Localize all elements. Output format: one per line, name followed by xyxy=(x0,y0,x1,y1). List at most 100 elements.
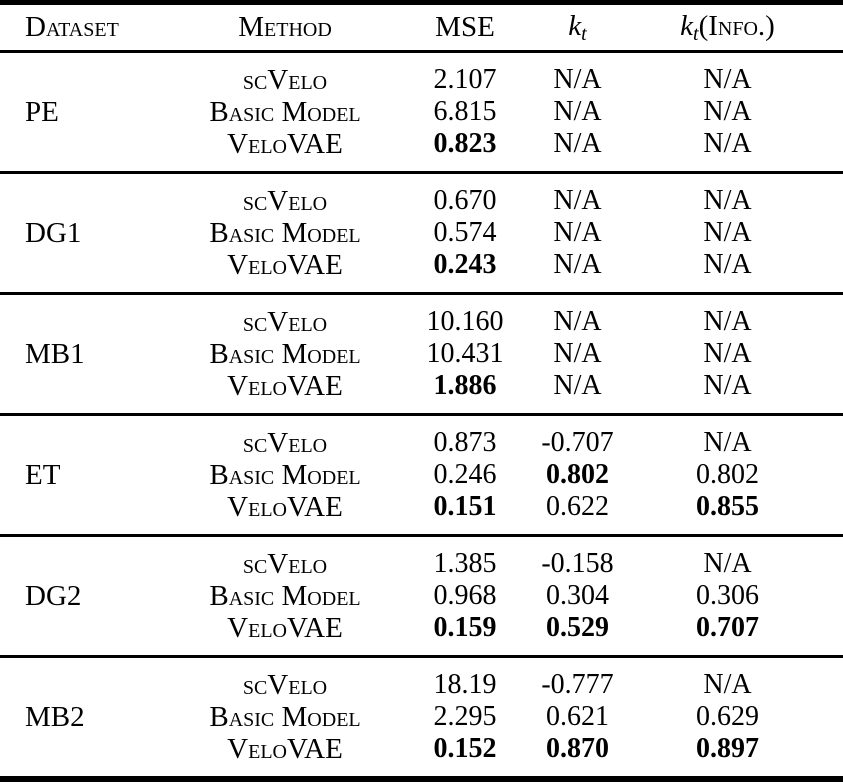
method-cell: Basic Model xyxy=(209,96,361,128)
table-row: MB2 scVelo 18.19 -0.777 N/A xyxy=(0,655,843,779)
mse-cell: 0.151 xyxy=(433,491,497,522)
table-row: DG1 scVelo 0.670 N/A N/A xyxy=(0,171,843,294)
kt-info-cell: N/A xyxy=(703,338,752,369)
table-row: VeloVAE 0.152 0.870 0.897 xyxy=(0,733,843,779)
section-pe: PE scVelo 2.107 N/A N/A Basic Model 6.81… xyxy=(0,50,843,173)
spacer xyxy=(820,171,843,294)
kt-cell: 0.304 xyxy=(546,580,609,611)
mse-cell: 10.160 xyxy=(410,292,520,338)
kt-info-cell: 0.897 xyxy=(696,733,759,764)
method-cell: Basic Model xyxy=(209,580,361,612)
table-row: VeloVAE 0.159 0.529 0.707 xyxy=(0,612,843,657)
table-row: VeloVAE 0.151 0.622 0.855 xyxy=(0,491,843,536)
table-header: Dataset Method MSE kt kt(Info.) xyxy=(0,2,843,53)
kt-info-cell: N/A xyxy=(703,249,752,280)
kt-info-cell: 0.855 xyxy=(696,491,759,522)
kt-info-suffix: (Info.) xyxy=(698,9,775,42)
kt-cell: 0.621 xyxy=(546,701,609,732)
header-dataset: Dataset xyxy=(0,2,160,53)
table-row: MB1 scVelo 10.160 N/A N/A xyxy=(0,292,843,415)
kt-info-cell: N/A xyxy=(703,370,752,401)
method-cell: scVelo xyxy=(160,292,410,338)
kt-info-cell: N/A xyxy=(703,128,752,159)
kt-info-symbol: k xyxy=(680,9,694,42)
kt-info-subscript: t xyxy=(693,22,699,45)
dataset-cell: MB2 xyxy=(0,655,160,779)
kt-cell: 0.529 xyxy=(546,612,609,643)
kt-cell: N/A xyxy=(553,128,602,159)
kt-info-cell: N/A xyxy=(635,292,820,338)
table-row: DG2 scVelo 1.385 -0.158 N/A xyxy=(0,534,843,657)
mse-cell: 0.246 xyxy=(433,459,497,490)
kt-cell: N/A xyxy=(553,96,602,127)
mse-cell: 0.574 xyxy=(433,217,497,248)
kt-subscript: t xyxy=(581,22,587,45)
header-kt: kt xyxy=(520,2,635,53)
kt-info-cell: 0.306 xyxy=(696,580,759,611)
method-cell: VeloVAE xyxy=(227,733,343,765)
header-method: Method xyxy=(160,2,410,53)
kt-info-cell: 0.802 xyxy=(696,459,759,490)
spacer xyxy=(820,50,843,173)
kt-info-cell: N/A xyxy=(703,217,752,248)
method-cell: VeloVAE xyxy=(227,249,343,281)
dataset-cell: MB1 xyxy=(0,292,160,415)
kt-info-cell: N/A xyxy=(635,534,820,580)
mse-cell: 0.823 xyxy=(433,128,497,159)
kt-cell: 0.802 xyxy=(546,459,609,490)
kt-cell: -0.707 xyxy=(520,413,635,459)
kt-info-cell: N/A xyxy=(635,50,820,96)
table-row: VeloVAE 0.243 N/A N/A xyxy=(0,249,843,294)
method-cell: VeloVAE xyxy=(227,370,343,402)
mse-cell: 6.815 xyxy=(433,96,497,127)
method-cell: Basic Model xyxy=(209,459,361,491)
header-mse: MSE xyxy=(410,2,520,53)
table-row: VeloVAE 0.823 N/A N/A xyxy=(0,128,843,173)
kt-cell: -0.777 xyxy=(520,655,635,701)
kt-cell: -0.158 xyxy=(520,534,635,580)
method-cell: Basic Model xyxy=(209,338,361,370)
kt-info-cell: 0.707 xyxy=(696,612,759,643)
table-row: VeloVAE 1.886 N/A N/A xyxy=(0,370,843,415)
mse-cell: 2.295 xyxy=(433,701,497,732)
spacer xyxy=(820,292,843,415)
method-cell: VeloVAE xyxy=(227,491,343,523)
mse-cell: 2.107 xyxy=(410,50,520,96)
kt-cell: N/A xyxy=(553,217,602,248)
section-mb1: MB1 scVelo 10.160 N/A N/A Basic Model 10… xyxy=(0,292,843,415)
method-cell: VeloVAE xyxy=(227,128,343,160)
table-row: Basic Model 6.815 N/A N/A xyxy=(0,96,843,128)
table-row: Basic Model 2.295 0.621 0.629 xyxy=(0,701,843,733)
mse-cell: 0.873 xyxy=(410,413,520,459)
table-row: PE scVelo 2.107 N/A N/A xyxy=(0,50,843,173)
kt-cell: 0.622 xyxy=(546,491,609,522)
kt-cell: N/A xyxy=(520,292,635,338)
kt-info-cell: 0.629 xyxy=(696,701,759,732)
kt-cell: N/A xyxy=(553,249,602,280)
method-cell: Basic Model xyxy=(209,217,361,249)
kt-symbol: k xyxy=(568,9,582,42)
kt-info-cell: N/A xyxy=(635,171,820,217)
dataset-cell: PE xyxy=(0,50,160,173)
section-dg1: DG1 scVelo 0.670 N/A N/A Basic Model 0.5… xyxy=(0,171,843,294)
kt-info-cell: N/A xyxy=(635,655,820,701)
method-cell: scVelo xyxy=(160,171,410,217)
section-et: ET scVelo 0.873 -0.707 N/A Basic Model 0… xyxy=(0,413,843,536)
method-cell: scVelo xyxy=(160,655,410,701)
kt-info-cell: N/A xyxy=(703,96,752,127)
method-cell: scVelo xyxy=(160,413,410,459)
spacer xyxy=(820,413,843,536)
header-spacer xyxy=(820,2,843,53)
kt-cell: N/A xyxy=(520,171,635,217)
method-cell: Basic Model xyxy=(209,701,361,733)
section-mb2: MB2 scVelo 18.19 -0.777 N/A Basic Model … xyxy=(0,655,843,779)
mse-cell: 1.385 xyxy=(410,534,520,580)
mse-cell: 0.243 xyxy=(433,249,497,280)
mse-cell: 18.19 xyxy=(410,655,520,701)
kt-cell: N/A xyxy=(553,338,602,369)
method-cell: scVelo xyxy=(160,534,410,580)
kt-cell: 0.870 xyxy=(546,733,609,764)
method-cell: VeloVAE xyxy=(227,612,343,644)
table-row: Basic Model 0.968 0.304 0.306 xyxy=(0,580,843,612)
